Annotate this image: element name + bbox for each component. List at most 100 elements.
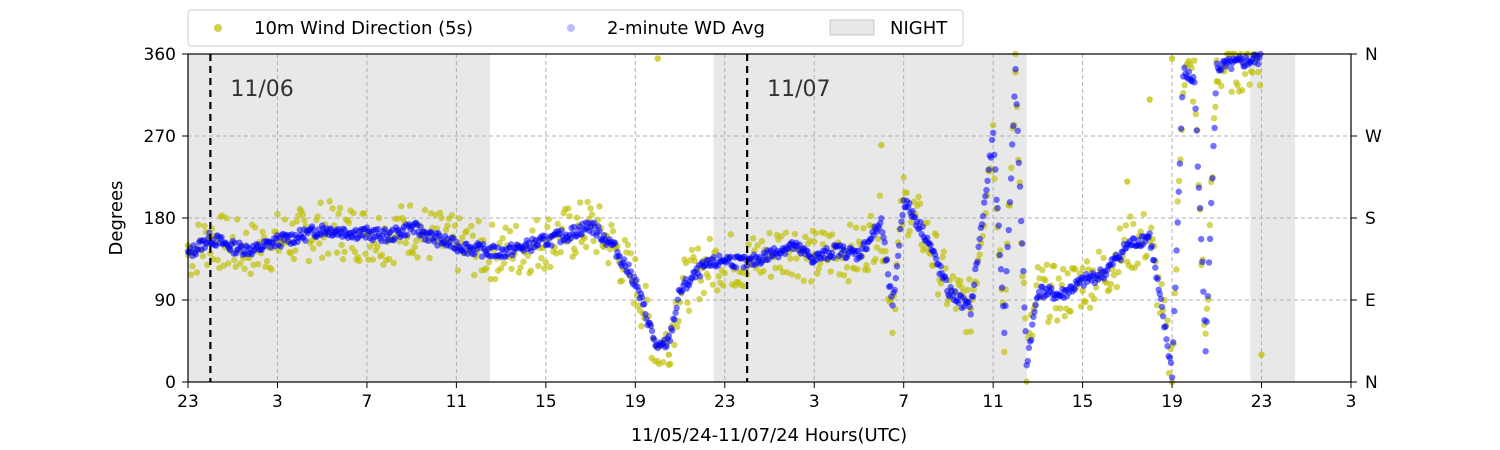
wind-5s-point <box>305 257 312 265</box>
wind-5s-point <box>483 265 490 272</box>
wd-avg-point <box>1174 219 1181 226</box>
wd-avg-point <box>1109 261 1117 268</box>
wind-5s-point <box>236 260 244 267</box>
wind-5s-point <box>234 216 241 223</box>
wind-5s-point <box>1210 115 1218 122</box>
wd-avg-point <box>743 262 751 269</box>
wd-avg-point <box>1157 295 1165 303</box>
wind-5s-point <box>1143 252 1150 259</box>
wd-2min-avg-series <box>184 50 1264 381</box>
wind-5s-point <box>351 248 359 256</box>
wind-5s-point <box>812 230 819 237</box>
wd-avg-point <box>1117 256 1124 264</box>
wind-5s-point <box>292 247 299 254</box>
wd-avg-point <box>1154 275 1161 283</box>
wind-5s-point <box>882 247 889 255</box>
wind-5s-point <box>642 282 649 290</box>
wind-5s-point <box>1019 273 1026 280</box>
y-tick-label: 180 <box>144 209 176 229</box>
wind-5s-point <box>345 219 353 226</box>
wind-5s-point <box>1181 81 1188 89</box>
wind-5s-point <box>991 175 998 182</box>
wd-avg-point <box>633 277 640 284</box>
wind-5s-point <box>517 264 524 271</box>
wind-5s-point <box>576 199 584 206</box>
wd-avg-point <box>1164 342 1171 350</box>
wind-5s-point <box>444 222 451 229</box>
wind-5s-point <box>515 269 523 276</box>
wd-avg-point <box>218 234 225 241</box>
wind-5s-point <box>572 249 579 256</box>
wind-5s-point <box>1173 266 1180 273</box>
wind-5s-point <box>889 329 896 337</box>
wd-avg-point <box>1163 336 1170 343</box>
wind-5s-point <box>1189 98 1197 105</box>
wind-5s-point <box>573 214 581 221</box>
wd-avg-point <box>1211 124 1218 132</box>
wd-avg-point <box>877 219 884 227</box>
wd-avg-point <box>1181 64 1188 72</box>
wind-5s-point <box>402 239 409 247</box>
wd-avg-point <box>1169 339 1177 346</box>
wind-5s-point <box>1134 260 1141 267</box>
wd-avg-point <box>891 286 898 294</box>
wind-5s-point <box>527 267 535 274</box>
wind-5s-point <box>299 211 307 218</box>
y-tick-label: 0 <box>165 373 176 393</box>
wind-5s-point <box>360 210 368 217</box>
wd-avg-point <box>982 192 989 200</box>
wd-avg-point <box>998 284 1006 291</box>
wind-5s-point <box>1113 283 1121 291</box>
wind-5s-point <box>375 214 383 222</box>
wind-5s-point <box>924 219 931 226</box>
wind-5s-point <box>554 220 561 228</box>
wind-5s-point <box>593 248 600 256</box>
x-tick-label: 3 <box>272 392 283 412</box>
wd-avg-point <box>1193 127 1200 134</box>
wd-avg-point <box>991 151 998 159</box>
wd-avg-point <box>887 282 894 290</box>
wd-avg-point <box>906 200 913 207</box>
wind-5s-point <box>872 255 879 263</box>
wd-avg-point <box>1172 284 1179 291</box>
wind-5s-point <box>409 249 417 257</box>
wind-5s-point <box>502 224 509 231</box>
wd-avg-point <box>932 255 940 262</box>
wd-avg-point <box>611 240 619 247</box>
y-tick-label: 90 <box>154 291 176 311</box>
wd-avg-point <box>663 342 670 350</box>
wd-avg-point <box>879 229 886 236</box>
wind-5s-point <box>336 204 344 212</box>
wind-5s-point <box>241 265 248 273</box>
wind-5s-point <box>727 231 734 238</box>
wind-5s-point <box>967 328 974 335</box>
wd-avg-point <box>899 211 906 219</box>
wind-5s-point <box>590 237 597 245</box>
wind-5s-point <box>1051 262 1058 270</box>
wind-5s-point <box>933 232 940 239</box>
x-tick-label: 15 <box>1072 392 1094 412</box>
wind-5s-point <box>635 302 642 309</box>
wind-5s-point <box>1140 210 1147 218</box>
wind-5s-point <box>845 278 852 285</box>
wd-avg-point <box>641 300 648 308</box>
wd-avg-point <box>1228 65 1235 73</box>
wind-5s-point <box>1082 298 1089 306</box>
wind-5s-point <box>815 265 822 272</box>
wd-avg-point <box>625 261 632 268</box>
wind-5s-point <box>609 227 617 235</box>
wd-avg-point <box>666 337 674 344</box>
wind-5s-point <box>964 286 972 294</box>
wd-avg-point <box>1167 359 1175 367</box>
wind-5s-point <box>794 273 802 280</box>
wd-avg-point <box>1218 66 1225 74</box>
wind-5s-point <box>506 227 514 235</box>
wind-5s-point <box>1238 87 1246 94</box>
wd-avg-point <box>1156 290 1163 298</box>
wd-avg-point <box>1030 313 1037 321</box>
wd-avg-point <box>1003 268 1010 275</box>
wind-5s-point <box>873 244 881 251</box>
wind-5s-point <box>438 214 445 222</box>
wind-5s-point <box>1020 279 1028 287</box>
wind-5s-point <box>952 305 960 313</box>
